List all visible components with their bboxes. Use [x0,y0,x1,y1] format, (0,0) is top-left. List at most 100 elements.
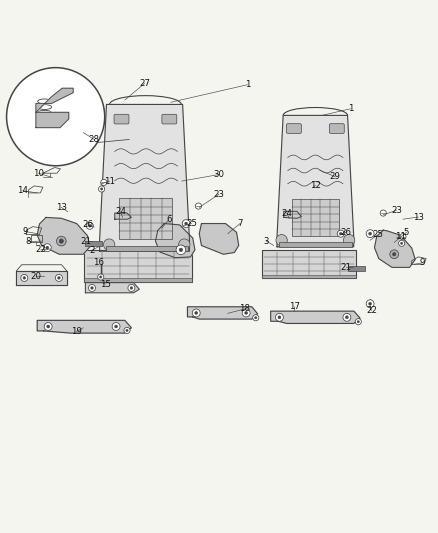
Circle shape [357,320,360,323]
Bar [292,199,339,236]
Text: 6: 6 [166,215,171,224]
Circle shape [254,317,257,319]
Circle shape [88,285,95,292]
Circle shape [185,222,187,225]
Circle shape [392,253,396,256]
Text: 17: 17 [289,302,300,311]
Circle shape [400,233,406,240]
Circle shape [103,239,115,251]
Text: 7: 7 [237,219,243,228]
Circle shape [369,302,371,305]
Circle shape [179,239,190,251]
Circle shape [23,277,26,279]
Text: 3: 3 [264,237,269,246]
Circle shape [337,230,344,237]
Text: 13: 13 [56,203,67,212]
Circle shape [399,240,405,246]
Circle shape [130,287,133,289]
Bar [261,275,356,278]
Circle shape [44,322,52,330]
Text: 16: 16 [93,259,104,268]
Text: 13: 13 [413,213,424,222]
Polygon shape [37,320,131,333]
Polygon shape [36,112,69,128]
Circle shape [176,245,186,255]
Circle shape [91,287,93,289]
Polygon shape [100,104,189,251]
Text: 9: 9 [419,259,424,268]
Polygon shape [199,223,239,254]
FancyBboxPatch shape [286,124,301,133]
Text: 25: 25 [186,219,197,228]
Circle shape [182,220,190,228]
Circle shape [55,274,62,281]
Text: 20: 20 [30,272,42,281]
Polygon shape [17,271,67,285]
Text: 22: 22 [35,245,46,254]
Circle shape [278,316,281,319]
Polygon shape [36,88,73,112]
Polygon shape [115,213,131,219]
Bar [261,250,356,278]
FancyBboxPatch shape [162,114,177,124]
Circle shape [46,246,49,249]
Text: 9: 9 [22,227,28,236]
Text: 1: 1 [348,104,353,114]
Text: 24: 24 [115,207,126,216]
Text: 10: 10 [33,169,44,177]
Bar [84,278,192,282]
Polygon shape [85,282,139,293]
Text: 24: 24 [281,208,293,217]
Circle shape [390,250,399,259]
Circle shape [47,325,49,328]
Circle shape [242,309,250,317]
Circle shape [192,309,200,317]
Polygon shape [155,223,195,258]
Text: 2: 2 [89,246,95,255]
Text: 15: 15 [99,279,111,288]
Circle shape [346,316,348,319]
Circle shape [355,319,361,325]
Circle shape [74,128,77,131]
Bar [106,246,188,251]
Bar [84,251,192,282]
Circle shape [339,232,342,235]
Bar [348,265,365,271]
Circle shape [400,242,403,245]
Text: 5: 5 [404,228,409,237]
Text: 11: 11 [104,176,115,185]
Circle shape [88,224,91,227]
Text: 8: 8 [26,237,31,246]
Circle shape [101,179,107,185]
Circle shape [195,311,198,314]
Circle shape [179,248,183,252]
Text: 1: 1 [245,80,250,89]
Text: 27: 27 [139,79,150,88]
Bar [279,241,352,247]
Circle shape [21,274,28,281]
Circle shape [276,235,287,246]
Circle shape [276,313,283,321]
Circle shape [343,313,351,321]
Text: 22: 22 [366,306,377,315]
Circle shape [343,235,355,246]
Circle shape [115,325,117,328]
Circle shape [245,311,247,314]
Bar [120,198,172,239]
Circle shape [99,276,102,278]
Polygon shape [37,217,90,254]
Polygon shape [374,230,415,268]
Circle shape [72,126,79,133]
Circle shape [195,203,201,209]
Text: 21: 21 [80,237,91,246]
Text: 28: 28 [88,135,100,144]
Text: 26: 26 [340,228,352,237]
Text: 14: 14 [17,186,28,195]
FancyBboxPatch shape [114,114,129,124]
Bar [85,241,102,246]
Text: 25: 25 [372,230,383,239]
Polygon shape [277,115,354,247]
Circle shape [112,322,120,330]
Circle shape [369,232,371,235]
Circle shape [366,300,374,308]
